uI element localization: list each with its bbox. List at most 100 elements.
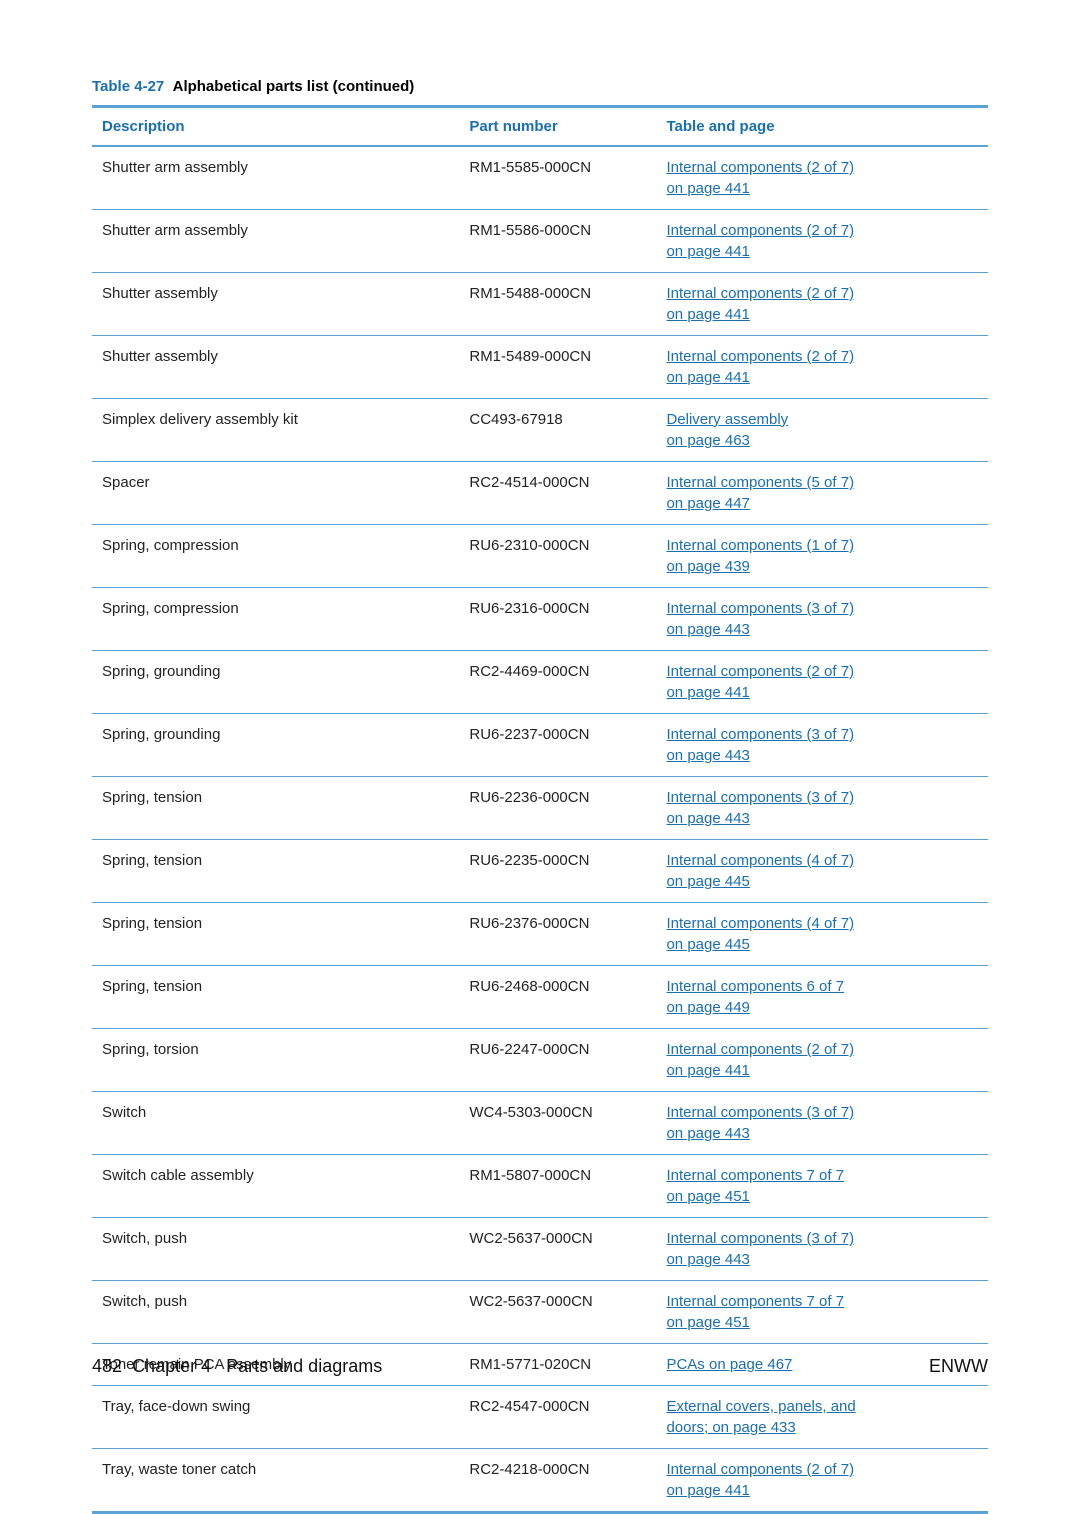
page-footer: 482 Chapter 4 Parts and diagrams ENWW — [92, 1356, 988, 1377]
cell-reference: Internal components (2 of 7) on page 441 — [656, 336, 988, 399]
reference-link-line2[interactable]: on page 441 — [666, 1062, 749, 1079]
table-body: Shutter arm assemblyRM1-5585-000CNIntern… — [92, 146, 988, 1513]
cell-description: Shutter assembly — [92, 336, 459, 399]
table-row: Spring, groundingRC2-4469-000CNInternal … — [92, 651, 988, 714]
cell-description: Spring, tension — [92, 903, 459, 966]
reference-link-line2[interactable]: on page 443 — [666, 1125, 749, 1142]
reference-link[interactable]: Internal components (2 of 7) — [666, 663, 854, 680]
table-title-text: Alphabetical parts list (continued) — [173, 78, 415, 95]
cell-reference: Internal components (2 of 7) on page 441 — [656, 1029, 988, 1092]
table-row: Shutter assemblyRM1-5489-000CNInternal c… — [92, 336, 988, 399]
cell-description: Simplex delivery assembly kit — [92, 399, 459, 462]
cell-description: Tray, waste toner catch — [92, 1449, 459, 1513]
cell-part-number: RU6-2316-000CN — [459, 588, 656, 651]
cell-part-number: RM1-5586-000CN — [459, 210, 656, 273]
reference-link[interactable]: Internal components (3 of 7) — [666, 1230, 854, 1247]
reference-link-line2[interactable]: on page 463 — [666, 432, 749, 449]
cell-description: Spring, tension — [92, 840, 459, 903]
reference-link[interactable]: Internal components (2 of 7) — [666, 222, 854, 239]
reference-link[interactable]: Internal components (3 of 7) — [666, 726, 854, 743]
cell-description: Spring, grounding — [92, 651, 459, 714]
cell-part-number: RU6-2236-000CN — [459, 777, 656, 840]
table-row: Spring, groundingRU6-2237-000CNInternal … — [92, 714, 988, 777]
cell-part-number: RM1-5489-000CN — [459, 336, 656, 399]
reference-link-line2[interactable]: on page 443 — [666, 621, 749, 638]
reference-link-line2[interactable]: on page 451 — [666, 1314, 749, 1331]
reference-link-line2[interactable]: on page 451 — [666, 1188, 749, 1205]
reference-link-line2[interactable]: on page 439 — [666, 558, 749, 575]
footer-page-number: 482 — [92, 1356, 122, 1376]
cell-reference: Internal components (2 of 7) on page 441 — [656, 146, 988, 210]
reference-link-line2[interactable]: on page 441 — [666, 306, 749, 323]
reference-link[interactable]: Internal components 6 of 7 — [666, 978, 844, 995]
header-description: Description — [92, 107, 459, 147]
cell-part-number: RM1-5585-000CN — [459, 146, 656, 210]
footer-right: ENWW — [929, 1356, 988, 1377]
table-row: Tray, face-down swingRC2-4547-000CNExter… — [92, 1386, 988, 1449]
cell-reference: Internal components (3 of 7) on page 443 — [656, 777, 988, 840]
table-row: Spring, tensionRU6-2468-000CNInternal co… — [92, 966, 988, 1029]
reference-link-line2[interactable]: doors; on page 433 — [666, 1419, 795, 1436]
footer-chapter-title: Parts and diagrams — [226, 1356, 382, 1376]
cell-part-number: RU6-2376-000CN — [459, 903, 656, 966]
cell-reference: Internal components (1 of 7) on page 439 — [656, 525, 988, 588]
reference-link[interactable]: Internal components (4 of 7) — [666, 915, 854, 932]
cell-description: Switch cable assembly — [92, 1155, 459, 1218]
table-row: Switch cable assemblyRM1-5807-000CNInter… — [92, 1155, 988, 1218]
table-row: Spring, compressionRU6-2316-000CNInterna… — [92, 588, 988, 651]
reference-link-line2[interactable]: on page 441 — [666, 180, 749, 197]
reference-link-line2[interactable]: on page 447 — [666, 495, 749, 512]
reference-link[interactable]: Internal components (1 of 7) — [666, 537, 854, 554]
reference-link[interactable]: Internal components (2 of 7) — [666, 348, 854, 365]
reference-link-line2[interactable]: on page 443 — [666, 747, 749, 764]
reference-link-line2[interactable]: on page 441 — [666, 243, 749, 260]
reference-link[interactable]: Internal components (2 of 7) — [666, 1461, 854, 1478]
reference-link[interactable]: Internal components (5 of 7) — [666, 474, 854, 491]
cell-part-number: RU6-2468-000CN — [459, 966, 656, 1029]
table-row: Spring, tensionRU6-2235-000CNInternal co… — [92, 840, 988, 903]
cell-reference: Internal components (4 of 7) on page 445 — [656, 903, 988, 966]
header-table-and-page: Table and page — [656, 107, 988, 147]
reference-link[interactable]: Internal components (4 of 7) — [666, 852, 854, 869]
cell-reference: Internal components 7 of 7 on page 451 — [656, 1155, 988, 1218]
reference-link[interactable]: Delivery assembly — [666, 411, 788, 428]
reference-link[interactable]: Internal components (2 of 7) — [666, 285, 854, 302]
cell-description: Spacer — [92, 462, 459, 525]
reference-link[interactable]: Internal components (2 of 7) — [666, 1041, 854, 1058]
table-row: SpacerRC2-4514-000CN Internal components … — [92, 462, 988, 525]
reference-link[interactable]: External covers, panels, and — [666, 1398, 855, 1415]
table-row: Simplex delivery assembly kitCC493-67918… — [92, 399, 988, 462]
cell-description: Shutter arm assembly — [92, 146, 459, 210]
table-row: Tray, waste toner catchRC2-4218-000CNInt… — [92, 1449, 988, 1513]
cell-part-number: RM1-5807-000CN — [459, 1155, 656, 1218]
reference-link[interactable]: Internal components (3 of 7) — [666, 1104, 854, 1121]
reference-link-line2[interactable]: on page 441 — [666, 369, 749, 386]
cell-part-number: RU6-2235-000CN — [459, 840, 656, 903]
cell-part-number: CC493-67918 — [459, 399, 656, 462]
cell-reference: Internal components (2 of 7) on page 441 — [656, 273, 988, 336]
reference-link[interactable]: Internal components 7 of 7 — [666, 1293, 844, 1310]
cell-reference: Internal components (4 of 7) on page 445 — [656, 840, 988, 903]
reference-link-line2[interactable]: on page 445 — [666, 936, 749, 953]
reference-link[interactable]: Internal components (3 of 7) — [666, 789, 854, 806]
table-number: Table 4-27 — [92, 78, 164, 95]
cell-reference: Internal components 7 of 7 on page 451 — [656, 1281, 988, 1344]
reference-link[interactable]: Internal components (2 of 7) — [666, 159, 854, 176]
cell-reference: Delivery assembly on page 463 — [656, 399, 988, 462]
reference-link-line2[interactable]: on page 443 — [666, 1251, 749, 1268]
cell-part-number: RC2-4514-000CN — [459, 462, 656, 525]
reference-link[interactable]: Internal components 7 of 7 — [666, 1167, 844, 1184]
table-row: Shutter arm assemblyRM1-5586-000CNIntern… — [92, 210, 988, 273]
cell-description: Tray, face-down swing — [92, 1386, 459, 1449]
reference-link-line2[interactable]: on page 449 — [666, 999, 749, 1016]
cell-reference: Internal components 6 of 7 on page 449 — [656, 966, 988, 1029]
table-title: Alphabetical parts list (continued) — [168, 78, 414, 95]
reference-link-line2[interactable]: on page 441 — [666, 684, 749, 701]
reference-link[interactable]: Internal components (3 of 7) — [666, 600, 854, 617]
cell-reference: External covers, panels, and doors; on pa… — [656, 1386, 988, 1449]
reference-link-line2[interactable]: on page 445 — [666, 873, 749, 890]
reference-link-line2[interactable]: on page 441 — [666, 1482, 749, 1499]
reference-link-line2[interactable]: on page 443 — [666, 810, 749, 827]
cell-description: Spring, grounding — [92, 714, 459, 777]
table-row: Shutter arm assemblyRM1-5585-000CNIntern… — [92, 146, 988, 210]
